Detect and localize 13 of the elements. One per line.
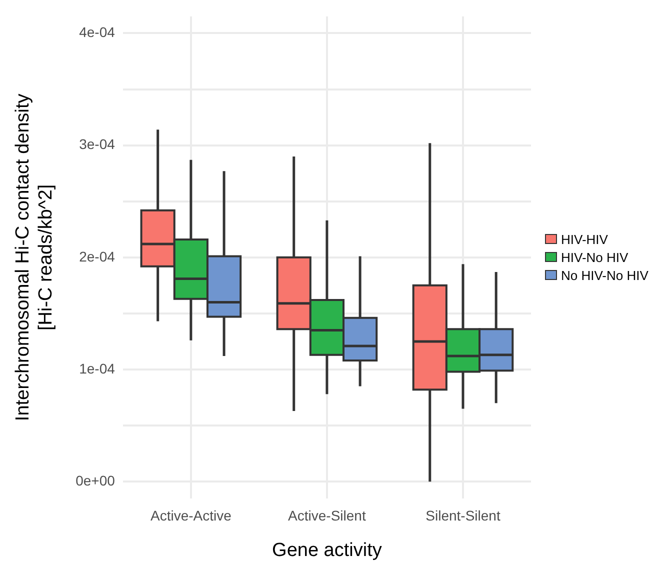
y-axis-title: Interchromosomal Hi-C contact density [Hi-C reads/kb^2] — [12, 93, 56, 422]
x-tick-label: Active-Active — [150, 508, 232, 524]
x-tick-label: Silent-Silent — [426, 508, 500, 524]
legend-label: HIV-No HIV — [561, 250, 628, 265]
y-tick-label: 1e-04 — [79, 360, 116, 376]
legend-label: No HIV-No HIV — [561, 268, 648, 283]
legend-label: HIV-HIV — [561, 232, 608, 247]
y-tick-label: 3e-04 — [79, 136, 116, 152]
y-tick-label: 4e-04 — [79, 24, 116, 40]
x-axis-title: Gene activity — [272, 540, 382, 561]
x-tick-label: Active-Silent — [288, 508, 366, 524]
y-tick-label: 2e-04 — [79, 248, 116, 264]
y-tick-label: 0e+00 — [76, 472, 116, 488]
